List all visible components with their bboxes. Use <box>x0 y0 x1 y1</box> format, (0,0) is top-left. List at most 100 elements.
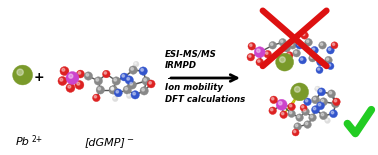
Text: ESI-MS/MS: ESI-MS/MS <box>165 49 217 58</box>
Circle shape <box>283 44 290 52</box>
Circle shape <box>269 107 276 114</box>
Circle shape <box>94 77 102 85</box>
Circle shape <box>319 42 326 49</box>
Circle shape <box>94 95 97 98</box>
Circle shape <box>327 90 335 98</box>
Circle shape <box>309 54 316 62</box>
Circle shape <box>311 96 319 104</box>
Circle shape <box>310 56 313 58</box>
Circle shape <box>249 55 251 57</box>
Circle shape <box>333 101 336 104</box>
Circle shape <box>93 94 100 102</box>
Circle shape <box>293 49 301 57</box>
Circle shape <box>96 78 99 81</box>
Circle shape <box>149 82 152 84</box>
Circle shape <box>247 53 254 61</box>
Text: Pb: Pb <box>15 137 29 147</box>
Circle shape <box>333 43 335 45</box>
Circle shape <box>328 48 331 50</box>
Circle shape <box>254 47 265 58</box>
Circle shape <box>129 66 137 74</box>
Circle shape <box>291 83 308 101</box>
Circle shape <box>66 72 79 84</box>
Circle shape <box>116 91 119 93</box>
Circle shape <box>17 69 23 75</box>
Circle shape <box>131 68 133 70</box>
Circle shape <box>311 46 318 54</box>
Circle shape <box>304 121 311 128</box>
Circle shape <box>269 42 276 49</box>
Circle shape <box>133 92 135 95</box>
Circle shape <box>139 67 147 75</box>
Circle shape <box>131 91 139 99</box>
Circle shape <box>128 81 136 89</box>
Circle shape <box>144 78 146 81</box>
Circle shape <box>122 75 124 77</box>
Circle shape <box>286 52 293 59</box>
Circle shape <box>318 68 320 70</box>
Circle shape <box>297 115 300 118</box>
Circle shape <box>319 89 322 92</box>
Circle shape <box>319 98 327 106</box>
Circle shape <box>60 67 69 75</box>
Circle shape <box>96 86 104 94</box>
Circle shape <box>257 49 260 52</box>
Circle shape <box>147 80 155 88</box>
Circle shape <box>330 110 338 118</box>
Circle shape <box>58 77 67 85</box>
Text: [dGMP]: [dGMP] <box>85 137 126 147</box>
Circle shape <box>77 82 80 85</box>
Circle shape <box>133 61 139 67</box>
Circle shape <box>75 80 84 89</box>
Circle shape <box>304 109 306 112</box>
Circle shape <box>313 107 316 110</box>
Circle shape <box>112 77 121 85</box>
Circle shape <box>123 86 132 94</box>
Text: 2+: 2+ <box>32 135 43 144</box>
Circle shape <box>126 93 132 99</box>
Circle shape <box>290 43 293 45</box>
Circle shape <box>140 87 148 95</box>
Circle shape <box>84 72 93 80</box>
Circle shape <box>141 69 144 71</box>
Circle shape <box>62 68 65 71</box>
Circle shape <box>120 73 128 81</box>
Circle shape <box>280 111 287 118</box>
Circle shape <box>289 42 296 49</box>
Circle shape <box>279 39 287 46</box>
Circle shape <box>294 130 296 133</box>
Circle shape <box>299 56 306 64</box>
Circle shape <box>249 44 252 46</box>
Circle shape <box>111 87 113 90</box>
Circle shape <box>304 98 311 106</box>
Circle shape <box>142 77 150 85</box>
Circle shape <box>282 112 284 115</box>
Circle shape <box>294 51 297 53</box>
Circle shape <box>316 67 323 73</box>
Circle shape <box>276 53 294 71</box>
Circle shape <box>302 108 309 115</box>
Circle shape <box>279 102 282 105</box>
Circle shape <box>301 32 308 39</box>
Circle shape <box>302 33 305 35</box>
Circle shape <box>68 85 71 88</box>
Circle shape <box>317 58 324 66</box>
Circle shape <box>110 86 116 92</box>
Circle shape <box>109 86 118 94</box>
Circle shape <box>325 118 330 123</box>
Circle shape <box>302 106 304 108</box>
Circle shape <box>112 87 113 89</box>
Circle shape <box>328 64 331 66</box>
Text: −: − <box>126 135 133 144</box>
Circle shape <box>294 123 301 130</box>
Circle shape <box>270 96 277 104</box>
Circle shape <box>327 46 334 54</box>
Circle shape <box>111 87 113 90</box>
Circle shape <box>309 114 316 121</box>
Circle shape <box>12 65 33 85</box>
Circle shape <box>297 43 300 45</box>
Circle shape <box>305 122 308 125</box>
Circle shape <box>305 39 312 46</box>
Circle shape <box>116 91 122 97</box>
Circle shape <box>290 111 292 114</box>
